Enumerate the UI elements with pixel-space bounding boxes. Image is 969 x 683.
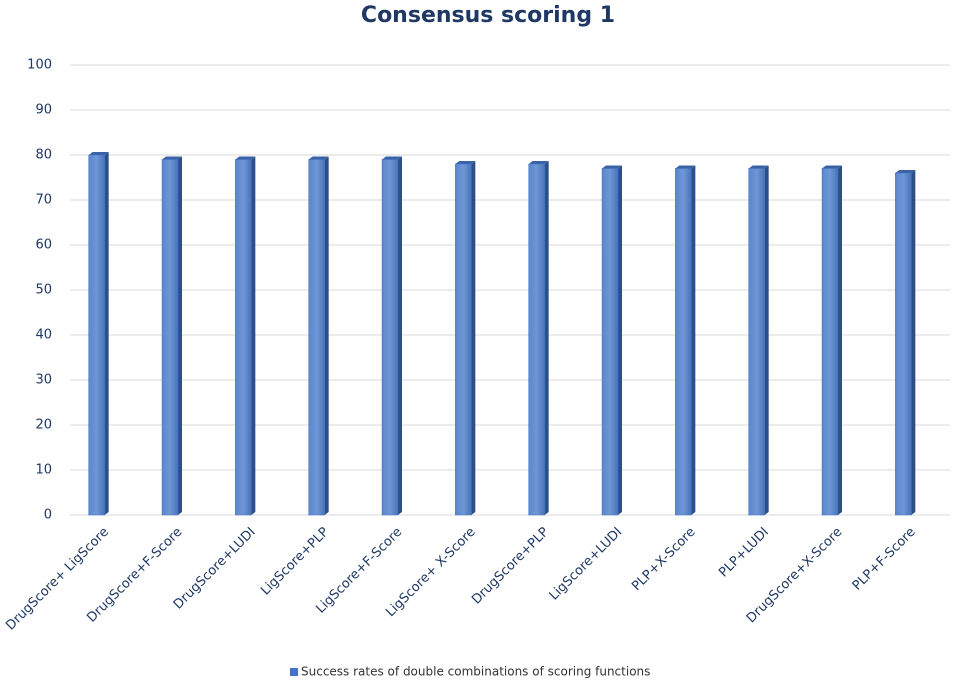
bar	[821, 168, 839, 516]
bar-top	[382, 156, 402, 160]
bar	[601, 168, 619, 516]
bar-side	[471, 161, 476, 515]
y-tick-label: 70	[35, 193, 52, 208]
x-tick-label: DrugScore+PLP	[469, 525, 552, 608]
y-tick-label: 10	[35, 463, 52, 478]
bar-top	[748, 165, 769, 169]
bar-top	[822, 165, 842, 169]
bar	[381, 159, 399, 516]
x-tick-label: PLP+F-Score	[850, 525, 919, 594]
bar-side	[178, 156, 182, 515]
y-tick-label: 90	[35, 103, 52, 118]
x-tick-label: DrugScore+LUDI	[171, 525, 259, 613]
bar	[748, 168, 765, 516]
bar-top	[528, 161, 549, 164]
legend-swatch	[290, 668, 298, 676]
y-tick-label: 50	[35, 283, 52, 298]
bar	[895, 172, 912, 516]
x-tick-label: LigScore+PLP	[258, 525, 332, 599]
y-tick-label: 40	[35, 328, 52, 343]
y-tick-label: 60	[35, 238, 52, 253]
bar-side	[251, 156, 256, 515]
bar-top	[235, 156, 256, 160]
y-tick-label: 0	[44, 508, 52, 523]
bar	[675, 168, 692, 516]
legend-label: Success rates of double combinations of …	[301, 665, 650, 679]
bar-side	[618, 165, 622, 515]
x-tick-label: PLP+LUDI	[716, 525, 772, 581]
bar-side	[691, 165, 696, 515]
bar	[308, 159, 325, 516]
bar	[528, 163, 545, 516]
bar	[161, 159, 179, 516]
bar-side	[544, 161, 549, 515]
bar-top	[455, 161, 476, 164]
bar-side	[764, 165, 769, 515]
bar-side	[104, 152, 109, 515]
y-tick-label: 100	[27, 58, 52, 73]
bar-top	[308, 156, 329, 160]
y-tick-label: 20	[35, 418, 52, 433]
x-tick-label: LigScore+LUDI	[547, 525, 626, 604]
bar-top	[162, 156, 182, 160]
bar-top	[602, 165, 622, 169]
bar	[235, 159, 252, 516]
bar-side	[911, 170, 916, 515]
bar-side	[838, 165, 842, 515]
x-tick-label: PLP+X-Score	[629, 525, 698, 594]
bar	[88, 154, 105, 516]
bar-top	[675, 165, 696, 169]
bar-top	[895, 170, 916, 173]
bar-top	[88, 152, 109, 155]
bar	[455, 163, 472, 516]
bar-side	[324, 156, 329, 515]
bar-side	[398, 156, 402, 515]
y-tick-label: 80	[35, 148, 52, 163]
y-tick-label: 30	[35, 373, 52, 388]
chart-title: Consensus scoring 1	[361, 3, 615, 28]
